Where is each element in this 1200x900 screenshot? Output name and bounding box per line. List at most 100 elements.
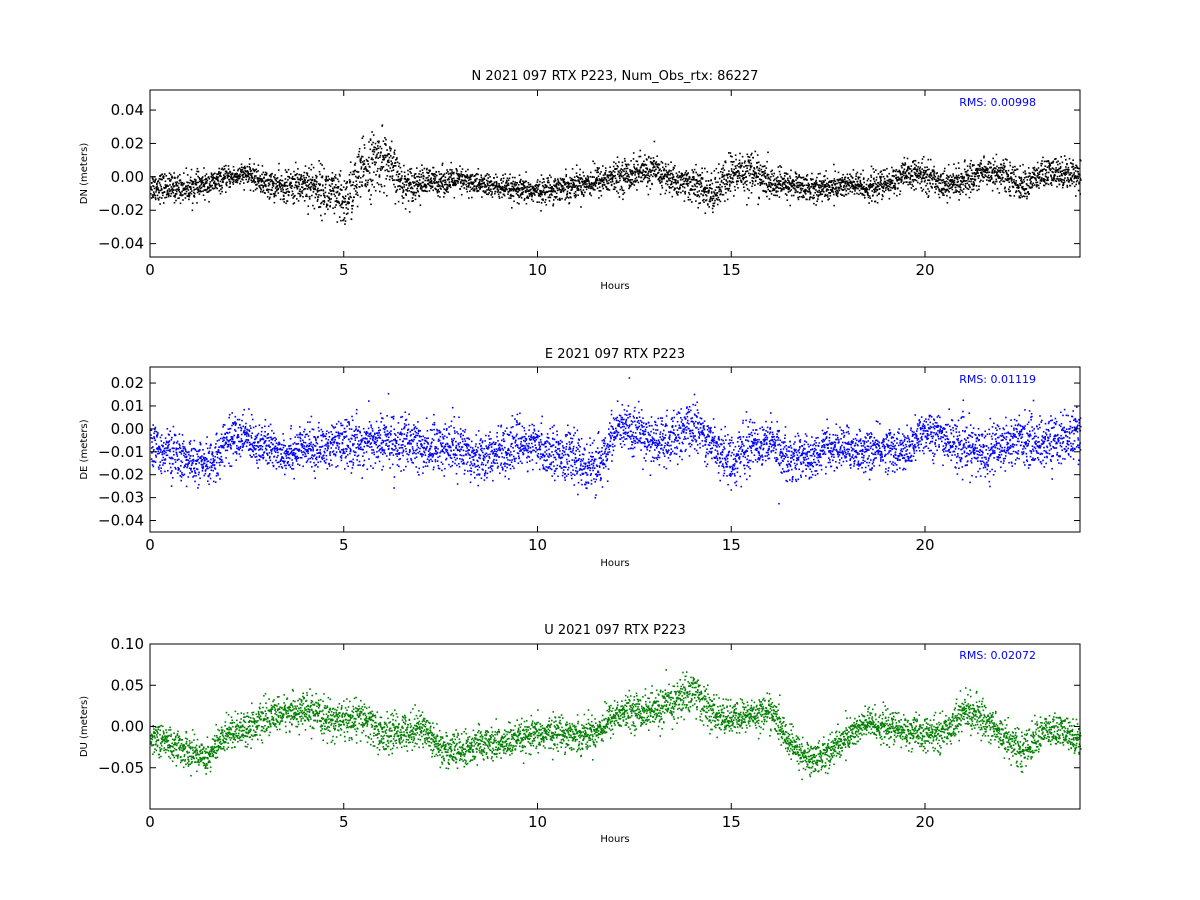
data-point (328, 184, 331, 186)
data-point (630, 172, 632, 174)
data-point (1011, 178, 1013, 181)
data-point (972, 164, 974, 166)
data-point (944, 191, 947, 193)
data-point (255, 171, 258, 173)
data-point (177, 197, 179, 200)
data-point (425, 186, 428, 188)
data-point (292, 203, 295, 205)
data-point (754, 184, 756, 186)
data-point (564, 182, 567, 185)
data-point (393, 183, 395, 186)
data-point (433, 175, 436, 178)
data-point (457, 182, 459, 184)
data-point (745, 170, 748, 173)
data-point (926, 166, 928, 168)
data-point (963, 160, 966, 163)
data-point (153, 194, 155, 196)
data-point (519, 181, 521, 184)
data-point (985, 175, 987, 177)
data-point (478, 186, 480, 189)
data-point (429, 178, 432, 181)
data-point (936, 185, 939, 187)
data-point (777, 166, 780, 168)
data-point (398, 162, 401, 165)
data-point (765, 190, 768, 193)
data-point (266, 179, 269, 182)
data-point (700, 178, 702, 180)
data-point (374, 146, 376, 149)
data-point (220, 171, 222, 174)
data-point (674, 164, 676, 167)
data-point (179, 194, 181, 196)
data-point (172, 185, 175, 188)
data-point (849, 190, 851, 193)
data-point (747, 155, 749, 158)
data-point (606, 182, 609, 185)
data-point (358, 175, 360, 178)
data-point (558, 189, 561, 191)
data-point (368, 172, 371, 174)
data-point (382, 165, 385, 168)
data-point (306, 185, 308, 187)
data-point (954, 176, 957, 179)
data-point (202, 194, 205, 196)
data-point (259, 175, 261, 177)
data-point (206, 191, 209, 193)
data-point (745, 164, 748, 167)
data-point (878, 192, 880, 195)
data-point (623, 178, 625, 181)
data-point (371, 157, 373, 159)
data-point (617, 170, 620, 173)
data-point (303, 171, 306, 174)
data-point (261, 165, 264, 167)
data-point (739, 167, 742, 169)
data-point (596, 171, 598, 174)
data-point (400, 178, 402, 181)
data-point (1036, 184, 1038, 186)
data-point (652, 157, 655, 159)
data-point (416, 175, 418, 178)
data-point (937, 180, 939, 182)
data-point (408, 178, 410, 180)
data-point (627, 173, 630, 176)
data-point (505, 187, 508, 190)
data-point (252, 190, 255, 192)
data-point (569, 185, 571, 188)
data-point (303, 180, 305, 182)
data-point (1020, 179, 1022, 182)
data-point (448, 176, 451, 178)
data-point (642, 174, 644, 177)
data-point (592, 160, 594, 163)
data-point (394, 203, 397, 205)
data-point (515, 192, 518, 195)
data-point (501, 189, 503, 191)
data-point (976, 171, 979, 173)
data-point (560, 189, 562, 191)
data-point (404, 175, 406, 177)
data-point (388, 170, 390, 173)
data-point (277, 187, 280, 190)
data-point (924, 166, 926, 169)
data-point (1015, 182, 1017, 184)
data-point (786, 186, 788, 189)
data-point (190, 187, 192, 190)
data-point (305, 195, 307, 197)
data-point (969, 163, 972, 165)
data-point (945, 190, 948, 192)
data-point (733, 172, 735, 174)
data-point (215, 175, 218, 178)
data-point (908, 181, 911, 184)
data-point (459, 174, 462, 177)
data-point (180, 193, 182, 195)
data-point (947, 189, 949, 192)
data-point (800, 191, 802, 194)
data-point (868, 188, 870, 191)
data-point (298, 190, 301, 193)
data-point (964, 182, 967, 185)
data-point (684, 173, 686, 176)
data-point (643, 160, 645, 163)
data-point (168, 177, 170, 180)
data-point (773, 194, 775, 196)
data-point (700, 177, 703, 179)
